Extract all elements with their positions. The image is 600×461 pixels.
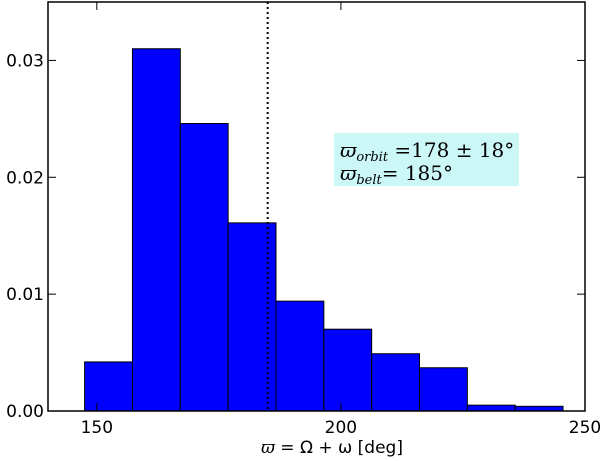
annotation-symbol-orbit: ϖ — [340, 138, 357, 162]
annotation-subscript-belt: belt — [356, 173, 382, 188]
histogram-bar — [419, 367, 468, 412]
tick-labels-group: 150 200 250 0.00 0.01 0.02 0.03 — [6, 51, 600, 438]
x-tick-label: 250 — [569, 418, 600, 438]
bars-group — [84, 48, 564, 412]
x-axis-label-symbol: ϖ — [261, 438, 276, 458]
y-tick-label: 0.02 — [6, 168, 44, 188]
annotation-line-orbit: ϖorbit =178 ± 18° — [340, 138, 514, 165]
annotation-symbol-belt: ϖ — [340, 161, 357, 185]
x-tick-label: 200 — [325, 418, 357, 438]
y-tick-label: 0.00 — [6, 402, 44, 422]
annotation-value-belt: = 185° — [382, 161, 453, 185]
annotation-box: ϖorbit =178 ± 18° ϖbelt= 185° — [334, 133, 519, 188]
histogram-bar — [84, 361, 133, 412]
histogram-bar — [179, 123, 229, 412]
x-axis-label-unit: [deg] — [352, 438, 403, 458]
histogram-bar — [466, 404, 516, 412]
plot-frame — [47, 1, 586, 412]
y-tick-label: 0.01 — [6, 285, 44, 305]
histogram-bar — [131, 48, 181, 412]
histogram-bar — [227, 222, 277, 412]
annotation-subscript-orbit: orbit — [356, 150, 389, 165]
histogram-bar — [371, 353, 421, 412]
histogram-bar — [323, 328, 373, 412]
x-tick-label: 150 — [81, 418, 113, 438]
annotation-value-orbit: =178 ± 18° — [388, 138, 514, 162]
y-tick-label: 0.03 — [6, 51, 44, 71]
annotation-background — [334, 133, 519, 186]
histogram-bar — [275, 300, 325, 412]
annotation-line-belt: ϖbelt= 185° — [340, 161, 453, 188]
x-axis-label-equation: = Ω + ω — [275, 438, 352, 458]
x-axis-label: ϖ = Ω + ω [deg] — [261, 438, 403, 458]
ticks-group — [48, 2, 586, 412]
